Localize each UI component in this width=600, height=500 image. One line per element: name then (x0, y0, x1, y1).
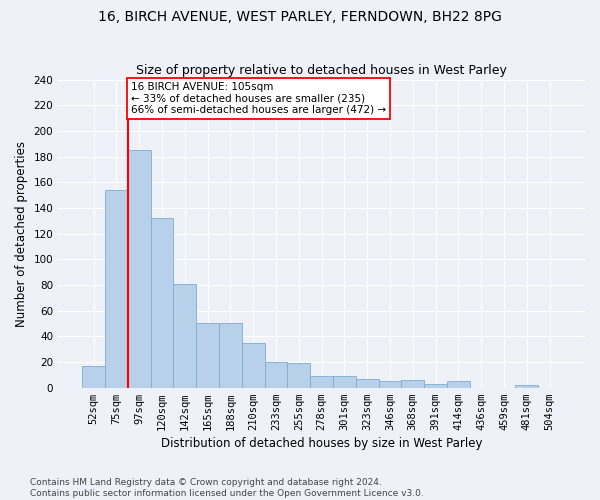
Text: 16, BIRCH AVENUE, WEST PARLEY, FERNDOWN, BH22 8PG: 16, BIRCH AVENUE, WEST PARLEY, FERNDOWN,… (98, 10, 502, 24)
Bar (310, 376, 333, 388)
Bar (105, 190, 128, 388)
Bar (401, 380, 424, 388)
Bar (242, 343, 265, 388)
X-axis label: Distribution of detached houses by size in West Parley: Distribution of detached houses by size … (161, 437, 482, 450)
Bar (333, 376, 356, 388)
Bar (265, 362, 287, 388)
Bar (82, 366, 105, 388)
Bar (196, 324, 219, 388)
Title: Size of property relative to detached houses in West Parley: Size of property relative to detached ho… (136, 64, 507, 77)
Text: Contains HM Land Registry data © Crown copyright and database right 2024.
Contai: Contains HM Land Registry data © Crown c… (30, 478, 424, 498)
Bar (128, 150, 151, 388)
Bar (151, 218, 173, 388)
Bar (515, 385, 538, 388)
Bar (173, 284, 196, 388)
Y-axis label: Number of detached properties: Number of detached properties (15, 140, 28, 326)
Text: 16 BIRCH AVENUE: 105sqm
← 33% of detached houses are smaller (235)
66% of semi-d: 16 BIRCH AVENUE: 105sqm ← 33% of detache… (131, 82, 386, 116)
Bar (356, 378, 379, 388)
Bar (219, 324, 242, 388)
Bar (447, 382, 470, 388)
Bar (287, 364, 310, 388)
Bar (379, 382, 401, 388)
Bar (424, 384, 447, 388)
